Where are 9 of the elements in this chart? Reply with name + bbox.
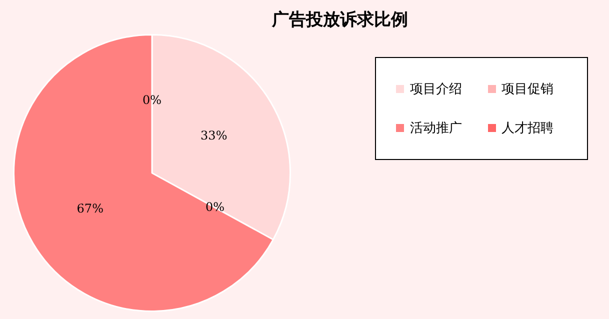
- data-label: 67%: [76, 202, 104, 216]
- legend-label: 人才招聘: [500, 120, 554, 138]
- legend-label: 活动推广: [409, 120, 463, 138]
- chart-title: 广告投放诉求比例: [270, 9, 409, 31]
- text: 0%: [142, 93, 162, 108]
- legend-label: 项目介绍: [409, 80, 463, 98]
- legend-label: 项目促销: [500, 80, 554, 98]
- text: 0%: [205, 200, 225, 214]
- data-label: 33%: [200, 128, 228, 143]
